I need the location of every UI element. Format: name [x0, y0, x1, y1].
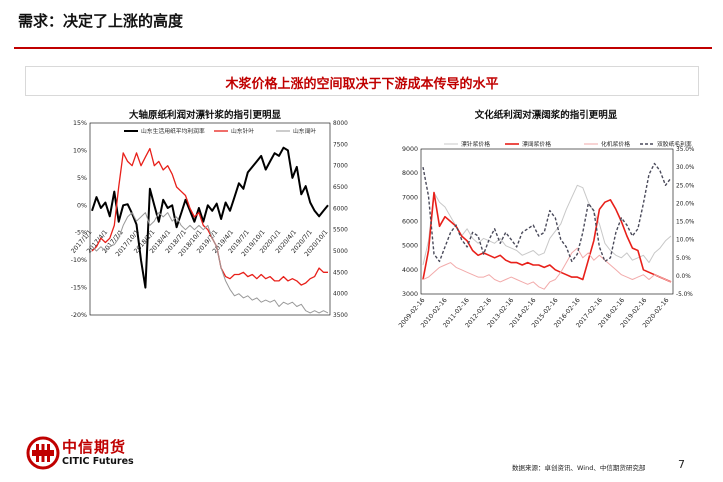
y-right-tick-label: 3500 — [333, 313, 348, 319]
y-right-tick-label: 0.0% — [676, 274, 691, 280]
y-right-tick-label: 15.0% — [676, 220, 695, 226]
y-left-tick-label: 5% — [77, 175, 87, 182]
legend-label: 山东阔叶 — [293, 127, 316, 135]
series-line — [91, 146, 329, 289]
legend-label: 山东生活用纸平均利润率 — [141, 127, 205, 135]
y-right-tick-label: 35.0% — [676, 147, 695, 153]
legend-label: 漂针浆价格 — [461, 140, 490, 148]
page-number: 7 — [678, 458, 685, 471]
y-right-tick-label: 10.0% — [676, 238, 695, 244]
y-left-tick-label: 8000 — [402, 170, 418, 177]
y-left-tick-label: 3000 — [402, 291, 418, 298]
chart-title: 大轴原纸利润对漂针浆的指引更明显 — [129, 109, 282, 121]
chart-culture-paper-vs-hardwood: 文化纸利润对漂阔浆的指引更明显 9000 8000 7000 6000 5000 4000 3… — [398, 109, 695, 329]
y-right-tick-label: 20.0% — [676, 201, 695, 207]
series-line — [91, 212, 329, 314]
y-left-tick-label: -10% — [71, 257, 87, 264]
y-left-tick-label: 15% — [73, 120, 87, 127]
y-right-tick-label: 4500 — [333, 270, 348, 276]
y-right-tick-label: 6500 — [333, 185, 348, 191]
legend-label: 漂阔浆价格 — [522, 140, 551, 148]
y-right-tick-label: 5.0% — [676, 256, 691, 262]
data-source-note: 数据来源：卓创资讯、Wind、中信期货研究部 — [512, 464, 646, 472]
series-line — [422, 191, 672, 283]
plot-frame — [420, 148, 674, 295]
legend-label: 山东针叶 — [231, 127, 254, 135]
series-line — [91, 147, 328, 286]
y-left-tick-label: 10% — [73, 147, 87, 154]
y-right-tick-label: 8000 — [333, 121, 348, 127]
y-left-tick-label: 0% — [77, 202, 87, 209]
y-left-tick-label: -15% — [71, 285, 87, 292]
citic-futures-logo: 中信期货 CITIC Futures — [26, 434, 146, 474]
y-left-tick-label: 6000 — [402, 219, 418, 226]
chart-title: 文化纸利润对漂阔浆的指引更明显 — [474, 109, 618, 121]
y-right-tick-label: 5000 — [333, 249, 348, 255]
y-left-tick-label: 7000 — [402, 194, 418, 201]
y-right-tick-label: -5.0% — [676, 292, 693, 298]
series-line — [422, 247, 672, 290]
title-divider — [14, 47, 712, 49]
y-left-tick-label: 4000 — [402, 267, 418, 274]
citic-emblem-icon — [26, 436, 60, 470]
legend-label: 化机浆价格 — [601, 140, 630, 148]
y-left-tick-label: 9000 — [402, 146, 418, 153]
logo-text-cn: 中信期货 — [62, 438, 127, 456]
plot-frame — [89, 122, 331, 316]
y-left-tick-label: -5% — [75, 230, 87, 237]
legend-label: 双胶纸毛利率 — [657, 140, 692, 148]
y-right-tick-label: 7000 — [333, 164, 348, 170]
page-title: 需求：决定了上涨的高度 — [18, 12, 184, 30]
y-right-tick-label: 7500 — [333, 142, 348, 148]
series-line — [422, 162, 672, 263]
chart-paper-profit-vs-softwood: 大轴原纸利润对漂针浆的指引更明显 15% 10% 5% 0% -5% -10% -15% -20… — [70, 109, 348, 319]
subtitle-banner: 木浆价格上涨的空间取决于下游成本传导的水平 — [25, 66, 699, 96]
logo-text-en: CITIC Futures — [62, 456, 134, 467]
y-right-tick-label: 6000 — [333, 206, 348, 212]
y-right-tick-label: 25.0% — [676, 183, 695, 189]
subtitle-banner-text: 木浆价格上涨的空间取决于下游成本传导的水平 — [225, 77, 499, 92]
y-right-tick-label: 30.0% — [676, 165, 695, 171]
y-right-tick-label: 4000 — [333, 292, 348, 298]
y-right-tick-label: 5500 — [333, 228, 348, 234]
y-left-tick-label: 5000 — [402, 243, 418, 250]
series-line — [422, 184, 672, 266]
y-left-tick-label: -20% — [71, 312, 87, 319]
